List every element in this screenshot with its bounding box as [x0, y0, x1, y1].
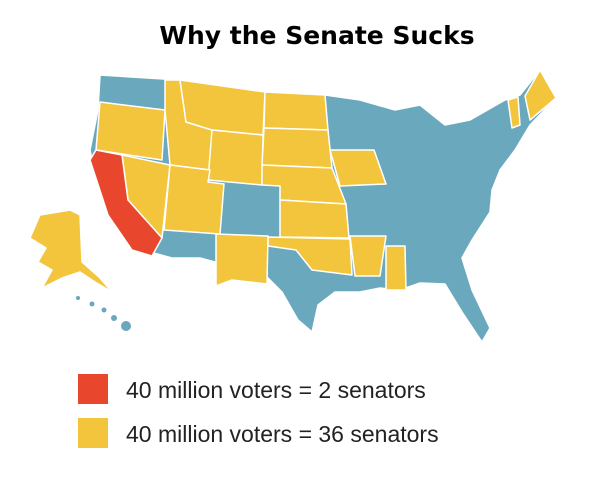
hawaii: [76, 296, 131, 331]
state: [329, 149, 387, 187]
legend-label: 40 million voters = 36 senators: [126, 421, 439, 447]
legend-label: 40 million voters = 2 senators: [126, 377, 426, 403]
california: [89, 149, 163, 257]
legend-swatch: [78, 374, 108, 404]
state: [263, 91, 329, 131]
legend: 40 million voters = 2 senators 40 millio…: [78, 374, 439, 448]
state: [215, 233, 269, 287]
us-map: [29, 69, 557, 343]
state: [207, 129, 264, 186]
state: [163, 164, 225, 235]
state: [385, 245, 407, 291]
state: [261, 127, 333, 169]
alaska: [29, 209, 113, 293]
state: [279, 199, 350, 239]
state: [349, 235, 387, 277]
state: [524, 69, 557, 121]
title: Why the Senate Sucks: [159, 21, 474, 50]
state: [95, 101, 166, 161]
state: [507, 96, 521, 129]
legend-swatch: [78, 418, 108, 448]
